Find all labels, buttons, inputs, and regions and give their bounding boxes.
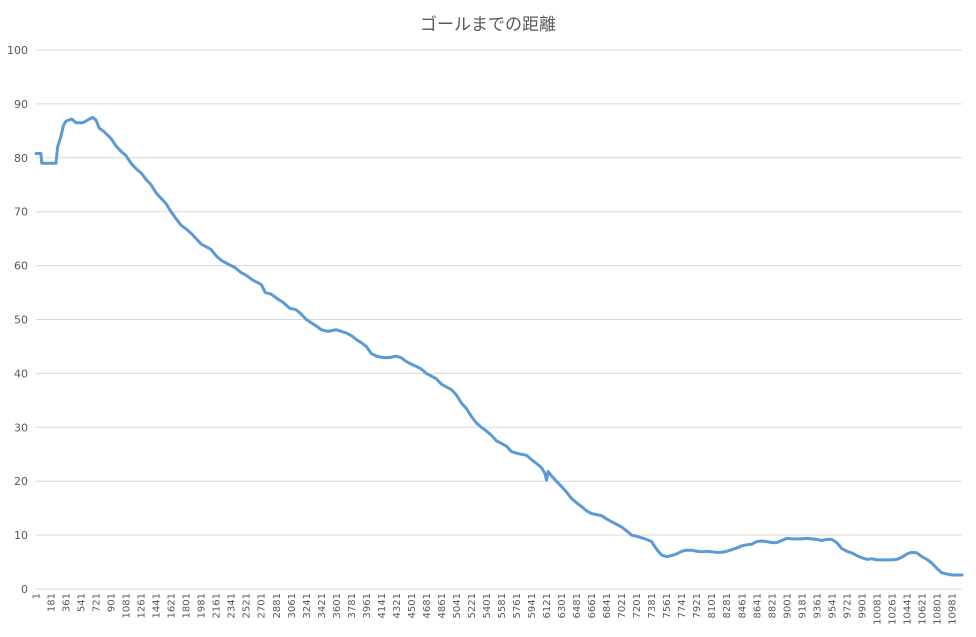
- x-tick-label: 6481: [572, 593, 583, 618]
- x-tick-label: 10261: [887, 593, 898, 625]
- x-tick-label: 8821: [767, 593, 778, 618]
- x-tick-label: 8461: [737, 593, 748, 618]
- y-tick-label: 60: [14, 260, 28, 273]
- x-tick-label: 2881: [272, 593, 283, 618]
- x-tick-label: 8281: [722, 593, 733, 618]
- x-tick-label: 7561: [662, 593, 673, 618]
- x-tick-label: 9361: [812, 593, 823, 618]
- x-tick-label: 1801: [182, 593, 193, 618]
- x-tick-label: 6841: [602, 593, 613, 618]
- y-tick-label: 40: [14, 367, 28, 380]
- x-tick-label: 3061: [287, 593, 298, 618]
- y-tick-label: 100: [7, 44, 28, 57]
- gridlines: [36, 49, 962, 536]
- x-tick-label: 7381: [647, 593, 658, 618]
- y-tick-label: 20: [14, 475, 28, 488]
- x-tick-label: 10801: [932, 593, 943, 625]
- x-tick-label: 3421: [317, 593, 328, 618]
- x-tick-label: 6661: [587, 593, 598, 618]
- y-tick-label: 70: [14, 206, 28, 219]
- y-tick-label: 0: [21, 583, 28, 596]
- x-tick-label: 5041: [452, 593, 463, 618]
- x-tick-label: 10981: [947, 593, 958, 625]
- x-tick-label: 2341: [227, 593, 238, 618]
- x-tick-label: 541: [77, 593, 88, 612]
- x-tick-label: 10081: [872, 593, 883, 625]
- x-tick-label: 9721: [842, 593, 853, 618]
- x-tick-label: 5581: [497, 593, 508, 618]
- x-tick-label: 3781: [347, 593, 358, 618]
- y-tick-label: 10: [14, 529, 28, 542]
- chart-title: ゴールまでの距離: [420, 15, 556, 35]
- x-tick-label: 10621: [917, 593, 928, 625]
- x-tick-label: 1981: [197, 593, 208, 618]
- x-tick-label: 3241: [302, 593, 313, 618]
- x-axis-ticks: 1 181 361 541 721 901 1081 1261 1441 1621 1801 1981…: [32, 593, 959, 625]
- x-tick-label: 901: [107, 593, 118, 612]
- x-tick-label: 4861: [437, 593, 448, 618]
- y-axis-ticks: 0 10 20 30 40 50 60 70 80 90 100: [7, 44, 28, 596]
- x-tick-label: 7921: [692, 593, 703, 618]
- x-tick-label: 5941: [527, 593, 538, 618]
- x-tick-label: 8641: [752, 593, 763, 618]
- y-tick-label: 90: [14, 98, 28, 111]
- x-tick-label: 10441: [902, 593, 913, 625]
- x-tick-label: 5221: [467, 593, 478, 618]
- x-tick-label: 9541: [827, 593, 838, 618]
- x-tick-label: 5401: [482, 593, 493, 618]
- x-tick-label: 3961: [362, 593, 373, 618]
- series-line: [34, 115, 964, 577]
- x-tick-label: 2701: [257, 593, 268, 618]
- x-tick-label: 5761: [512, 593, 523, 618]
- x-tick-label: 2161: [212, 593, 223, 618]
- x-tick-label: 7201: [632, 593, 643, 618]
- x-tick-label: 3601: [332, 593, 343, 618]
- x-tick-label: 7021: [617, 593, 628, 618]
- y-tick-label: 80: [14, 152, 28, 165]
- x-tick-label: 4321: [392, 593, 403, 618]
- series-layer: [34, 115, 964, 577]
- x-tick-label: 4141: [377, 593, 388, 618]
- x-tick-label: 6301: [557, 593, 568, 618]
- x-tick-label: 181: [47, 593, 58, 612]
- x-tick-label: 4681: [422, 593, 433, 618]
- x-tick-label: 4501: [407, 593, 418, 618]
- y-tick-label: 30: [14, 421, 28, 434]
- x-tick-label: 721: [92, 593, 103, 612]
- x-tick-label: 6121: [542, 593, 553, 618]
- x-tick-label: 1261: [137, 593, 148, 618]
- x-tick-label: 361: [62, 593, 73, 612]
- x-tick-label: 9901: [857, 593, 868, 618]
- y-tick-label: 50: [14, 314, 28, 327]
- x-tick-label: 1081: [122, 593, 133, 618]
- x-tick-label: 1: [32, 593, 43, 599]
- x-tick-label: 2521: [242, 593, 253, 618]
- x-tick-label: 8101: [707, 593, 718, 618]
- x-tick-label: 7741: [677, 593, 688, 618]
- x-tick-label: 1621: [167, 593, 178, 618]
- x-tick-label: 9181: [797, 593, 808, 618]
- x-tick-label: 1441: [152, 593, 163, 618]
- x-tick-label: 9001: [782, 593, 793, 618]
